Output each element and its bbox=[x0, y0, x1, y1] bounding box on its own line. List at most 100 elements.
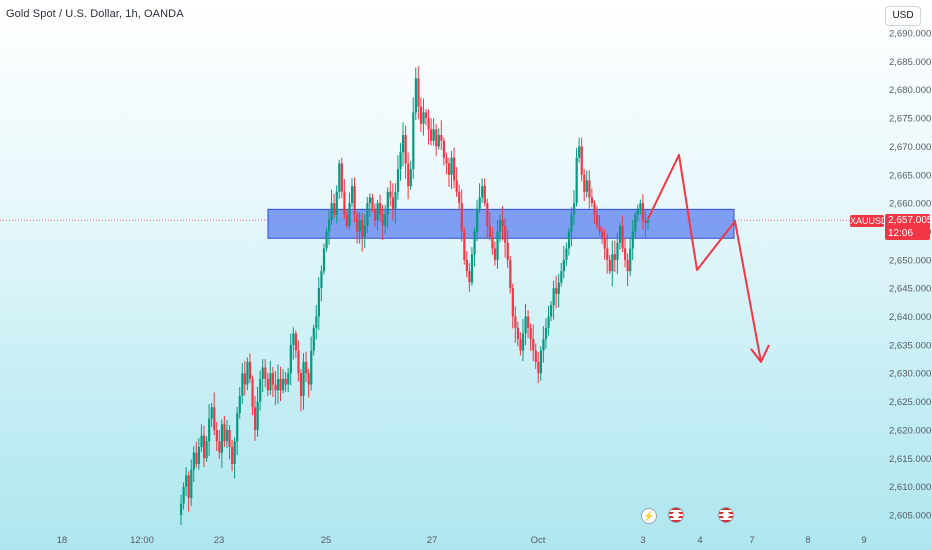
candle-body bbox=[601, 231, 604, 238]
candle-body bbox=[476, 208, 479, 232]
candle-body bbox=[606, 248, 609, 260]
y-tick-label: 2,605.000 bbox=[889, 511, 931, 522]
candle-body bbox=[376, 203, 379, 221]
candle-body bbox=[539, 350, 543, 374]
candle-body bbox=[299, 373, 303, 396]
candle-body bbox=[550, 305, 553, 317]
candle-body bbox=[585, 180, 588, 192]
projection-arrowhead bbox=[750, 344, 770, 363]
candle-body bbox=[305, 361, 308, 374]
candle-body bbox=[310, 350, 313, 385]
candle-body bbox=[340, 163, 343, 192]
candle-body bbox=[419, 106, 423, 124]
candle-body bbox=[557, 282, 560, 294]
candle-body bbox=[338, 163, 341, 192]
candle-body bbox=[575, 157, 578, 204]
candle-body bbox=[246, 361, 249, 385]
candle-body bbox=[613, 254, 617, 260]
candle-body bbox=[215, 429, 218, 442]
candle-body bbox=[292, 333, 295, 345]
candle-body bbox=[460, 203, 463, 232]
y-tick-label: 2,640.000 bbox=[889, 312, 931, 323]
y-tick-label: 2,675.000 bbox=[889, 114, 931, 125]
candle-body bbox=[580, 146, 583, 175]
candle-body bbox=[450, 157, 453, 175]
candle-body bbox=[583, 174, 586, 192]
candle-body bbox=[228, 429, 231, 447]
y-tick-label: 2,650.000 bbox=[889, 255, 931, 266]
currency-selector[interactable]: USD bbox=[885, 6, 921, 26]
candle-body bbox=[598, 225, 601, 232]
candle-body bbox=[254, 407, 257, 430]
x-tick-label: 9 bbox=[861, 535, 866, 546]
candle-body bbox=[294, 333, 298, 351]
candle-body bbox=[271, 373, 275, 385]
x-tick-label: Oct bbox=[531, 535, 546, 546]
us-flag-icon[interactable] bbox=[668, 507, 684, 523]
candle-body bbox=[608, 259, 611, 272]
candle-body bbox=[603, 237, 606, 249]
candle-body bbox=[521, 333, 525, 351]
x-tick-label: 3 bbox=[640, 535, 645, 546]
y-tick-label: 2,685.000 bbox=[889, 57, 931, 68]
candle-body bbox=[241, 373, 244, 396]
candle-body bbox=[532, 339, 535, 351]
candle-body bbox=[590, 197, 594, 204]
projection-path bbox=[647, 153, 762, 363]
candle-body bbox=[534, 350, 537, 362]
candle-body bbox=[519, 339, 522, 351]
candle-body bbox=[465, 259, 469, 272]
candle-body bbox=[353, 186, 356, 215]
candle-body bbox=[394, 191, 397, 209]
candle-body bbox=[555, 288, 558, 294]
candle-body bbox=[424, 112, 428, 119]
candle-body bbox=[639, 203, 642, 209]
candle-body bbox=[634, 214, 637, 232]
x-tick-label: 23 bbox=[214, 535, 225, 546]
symbol-tag: XAUUSD bbox=[850, 215, 888, 227]
candle-body bbox=[264, 367, 267, 379]
candle-body bbox=[463, 231, 466, 260]
candle-body bbox=[644, 220, 647, 223]
candle-body bbox=[504, 225, 507, 243]
candle-body bbox=[266, 378, 269, 391]
candle-body bbox=[261, 367, 264, 379]
candle-body bbox=[389, 191, 392, 198]
candle-body bbox=[493, 248, 497, 260]
candle-body bbox=[328, 220, 331, 232]
candle-body bbox=[210, 407, 213, 419]
candle-body bbox=[478, 197, 481, 209]
candle-body bbox=[636, 208, 639, 215]
candle-body bbox=[407, 163, 410, 187]
candle-body bbox=[447, 163, 451, 175]
candle-body bbox=[570, 214, 573, 232]
y-tick-label: 2,665.000 bbox=[889, 170, 931, 181]
candle-body bbox=[595, 214, 599, 226]
candle-body bbox=[506, 242, 509, 260]
candle-body bbox=[259, 378, 262, 402]
candle-body bbox=[386, 191, 389, 215]
candle-body bbox=[187, 475, 190, 498]
us-flag-icon[interactable] bbox=[718, 507, 734, 523]
candle-body bbox=[218, 441, 221, 453]
candle-body bbox=[396, 169, 400, 192]
candle-body bbox=[588, 180, 591, 198]
candle-body bbox=[371, 197, 374, 209]
x-tick-label: 27 bbox=[427, 535, 438, 546]
candle-body bbox=[542, 339, 545, 351]
candle-body bbox=[256, 401, 259, 430]
candle-body bbox=[284, 378, 287, 385]
candle-body bbox=[297, 350, 300, 374]
lightning-icon[interactable]: ⚡ bbox=[641, 508, 657, 524]
candle-body bbox=[190, 469, 193, 498]
candle-body bbox=[486, 203, 489, 226]
candle-body bbox=[345, 214, 349, 226]
candle-body bbox=[289, 344, 292, 374]
candle-body bbox=[445, 157, 448, 164]
x-tick-label: 18 bbox=[57, 535, 68, 546]
candle-body bbox=[348, 203, 351, 226]
candle-body bbox=[202, 435, 206, 459]
y-tick-label: 2,635.000 bbox=[889, 340, 931, 351]
candle-body bbox=[412, 112, 415, 170]
